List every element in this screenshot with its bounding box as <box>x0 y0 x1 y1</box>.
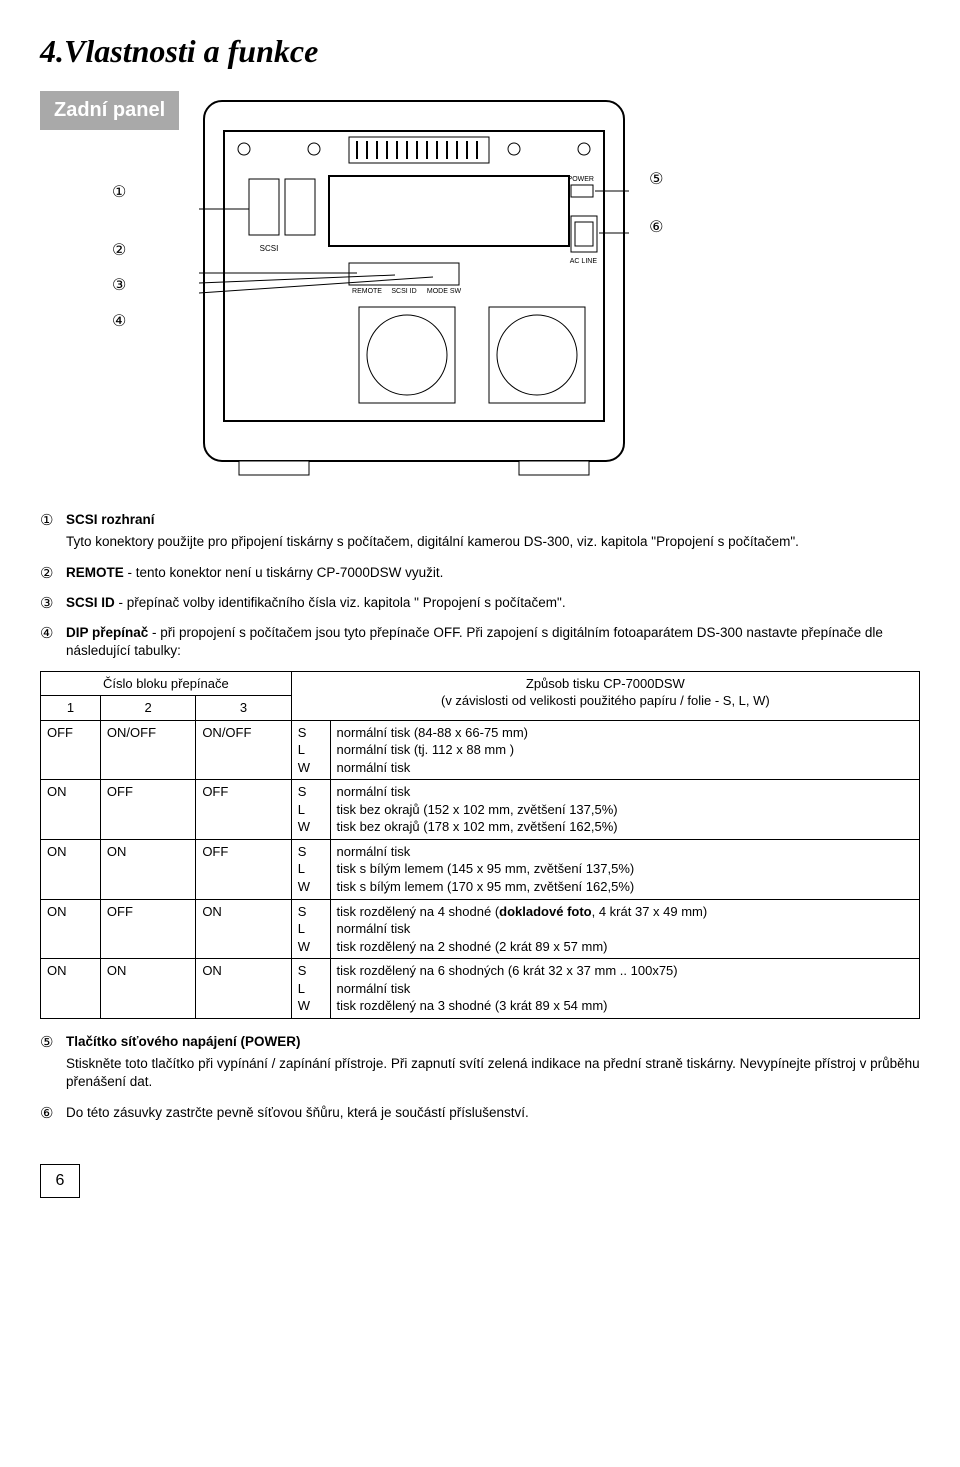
spec-num-2: ② <box>40 564 66 584</box>
table-cell: tisk rozdělený na 6 shodných (6 krát 32 … <box>330 959 919 1019</box>
table-cell: ON/OFF <box>196 720 291 780</box>
svg-text:REMOTE: REMOTE <box>352 288 382 295</box>
table-cell: OFF <box>100 780 195 840</box>
spec-text-scsi: Tyto konektory použijte pro připojení ti… <box>66 533 920 551</box>
pointer-2: ② <box>112 240 179 262</box>
rear-panel-label: Zadní panel <box>40 91 179 130</box>
spec-title-dip: DIP přepínač <box>66 625 148 640</box>
spec-num-5: ⑤ <box>40 1033 66 1094</box>
spec-text-scsiid: - přepínač volby identifikačního čísla v… <box>115 595 566 610</box>
figure-area: Zadní panel ① ② ③ ④ SCSI REMOTE SCSI ID … <box>40 91 920 491</box>
pointer-1: ① <box>112 182 179 204</box>
table-cell: SLW <box>291 899 330 959</box>
col-3: 3 <box>196 696 291 721</box>
dip-header-right: Způsob tisku CP-7000DSW (v závislosti od… <box>291 671 919 720</box>
table-cell: SLW <box>291 780 330 840</box>
spec-num-3: ③ <box>40 594 66 614</box>
svg-text:POWER: POWER <box>568 176 594 183</box>
table-cell: ON <box>100 959 195 1019</box>
table-cell: normální tisktisk s bílým lemem (145 x 9… <box>330 839 919 899</box>
dip-header-left: Číslo bloku přepínače <box>41 671 292 696</box>
pointer-right: ⑤ ⑥ <box>649 169 663 238</box>
pointer-3: ③ <box>112 275 179 297</box>
device-diagram: SCSI REMOTE SCSI ID MODE SW POWER AC LIN… <box>199 91 629 491</box>
spec-text-power: Stiskněte toto tlačítko při vypínání / z… <box>66 1055 920 1091</box>
spec-title-scsiid: SCSI ID <box>66 595 115 610</box>
pointer-5: ⑤ <box>649 169 663 191</box>
pointer-left: ① ② ③ ④ <box>112 182 179 332</box>
table-cell: SLW <box>291 720 330 780</box>
table-cell: OFF <box>41 720 101 780</box>
table-cell: ON <box>41 839 101 899</box>
table-cell: normální tisktisk bez okrajů (152 x 102 … <box>330 780 919 840</box>
page-number: 6 <box>40 1164 80 1198</box>
table-cell: ON <box>41 959 101 1019</box>
table-cell: OFF <box>196 780 291 840</box>
svg-text:SCSI: SCSI <box>260 244 279 253</box>
page-title: 4.Vlastnosti a funkce <box>40 30 920 73</box>
spec-num-1: ① <box>40 511 66 553</box>
spec-title-scsi: SCSI rozhraní <box>66 511 920 529</box>
spec-num-6: ⑥ <box>40 1104 66 1124</box>
svg-text:SCSI ID: SCSI ID <box>391 288 416 295</box>
svg-text:MODE SW: MODE SW <box>427 288 462 295</box>
dip-table: Číslo bloku přepínače Způsob tisku CP-70… <box>40 671 920 1019</box>
col-1: 1 <box>41 696 101 721</box>
table-cell: SLW <box>291 959 330 1019</box>
spec-text-ac: Do této zásuvky zastrčte pevně síťovou š… <box>66 1104 920 1122</box>
table-cell: normální tisk (84-88 x 66-75 mm)normální… <box>330 720 919 780</box>
spec-title-remote: REMOTE <box>66 565 124 580</box>
table-cell: ON <box>100 839 195 899</box>
table-cell: ON/OFF <box>100 720 195 780</box>
table-cell: OFF <box>196 839 291 899</box>
svg-text:AC LINE: AC LINE <box>570 258 598 265</box>
spec-list: ① SCSI rozhraní Tyto konektory použijte … <box>40 511 920 1124</box>
pointer-4: ④ <box>112 311 179 333</box>
col-2: 2 <box>100 696 195 721</box>
table-cell: ON <box>196 959 291 1019</box>
pointer-6: ⑥ <box>649 217 663 239</box>
table-cell: ON <box>41 780 101 840</box>
spec-num-4: ④ <box>40 624 66 660</box>
table-cell: SLW <box>291 839 330 899</box>
spec-text-dip: - při propojení s počítačem jsou tyto př… <box>66 625 883 658</box>
table-cell: OFF <box>100 899 195 959</box>
spec-text-remote: - tento konektor není u tiskárny CP-7000… <box>124 565 444 580</box>
table-cell: ON <box>196 899 291 959</box>
table-cell: tisk rozdělený na 4 shodné (dokladové fo… <box>330 899 919 959</box>
table-cell: ON <box>41 899 101 959</box>
spec-title-power: Tlačítko síťového napájení (POWER) <box>66 1033 920 1051</box>
